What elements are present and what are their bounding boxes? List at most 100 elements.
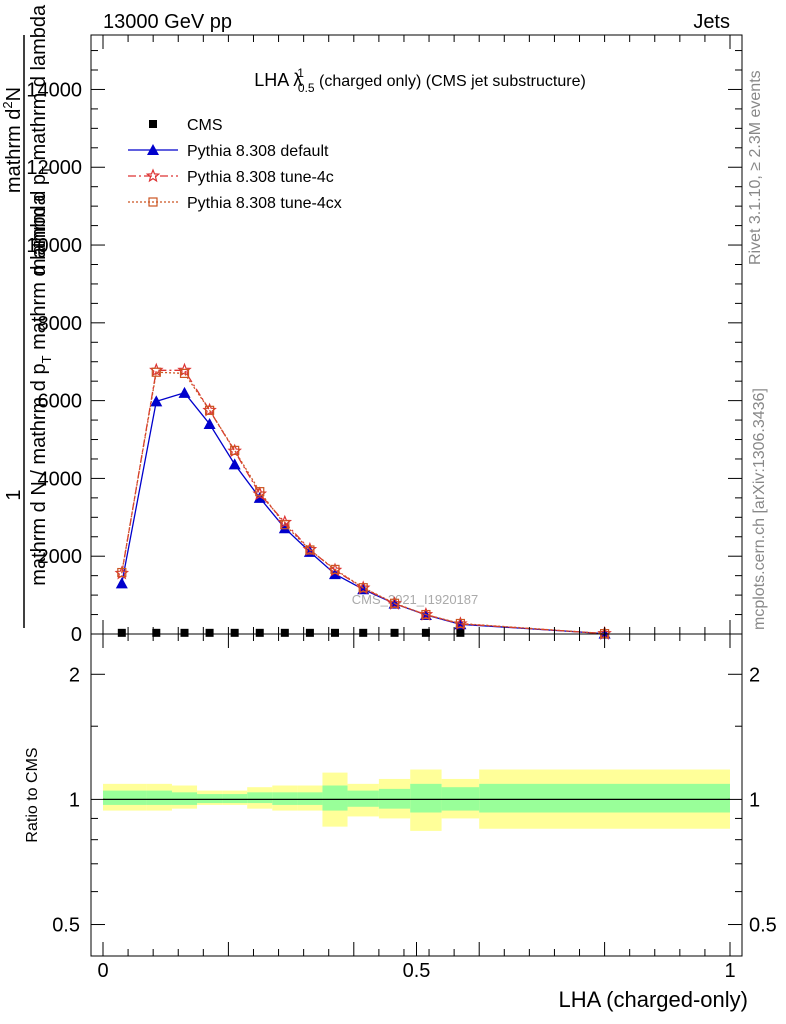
ratio-y-label: Ratio to CMS [24,747,41,842]
chart-title-rest: (charged only) (CMS jet substructure) [315,73,586,90]
y-label-right-bottom-sub: T [39,166,54,174]
main-axis-ticks: 0 2000 4000 6000 8000 10000 12000 14000 [26,35,742,646]
data-point [147,144,159,155]
ratio-panel: 0.5 0.5 1 1 2 2 0 0.5 1 Ratio to CMS LHA (charge… [24,633,777,1012]
x-tick-label: 1 [724,960,735,982]
data-point [255,628,264,637]
y-tick-label: 6000 [38,391,83,413]
main-series-layer [114,362,612,640]
ratio-band-inner [171,792,198,805]
data-point [389,598,400,608]
y-label-right-top-main: mathrm d [3,109,25,193]
y-axis-label: 1 mathrm d N / mathrm d pT mathrm d lamb… [0,4,54,628]
series-line [121,371,605,635]
ratio-band-inner [410,783,442,813]
y-label-frac-bottom-sub: T [39,355,54,363]
watermark: CMS_2021_I1920187 [352,592,479,607]
ratio-y-tick-label: 0.5 [52,915,80,937]
ratio-y-tick-label-right: 2 [749,664,760,686]
energy-label: 13000 GeV pp [103,11,232,33]
y-label-right-bottom: mathrm d pT mathrm d lambda [28,4,54,275]
data-point [255,487,265,497]
chart-title: LHA λ1 0.5 (charged only) (CMS jet substr… [254,66,586,95]
data-point [151,367,161,377]
legend-item: Pythia 8.308 default [128,143,329,160]
series-3 [117,367,610,639]
category-label: Jets [693,11,730,33]
data-point [456,628,465,637]
ratio-y-tick-label-right: 1 [749,789,760,811]
legend-item: Pythia 8.308 tune-4c [128,168,334,186]
ratio-band-inner [378,788,411,809]
ratio-band-inner [347,790,379,807]
main-ratio-watermark-layer: CMS_2021_I1920187 [352,592,479,607]
data-point [203,417,216,429]
ratio-band-inner [272,792,298,805]
ratio-bands-layer [103,769,730,831]
data-point [180,628,189,637]
ratio-axis-ticks: 0.5 0.5 1 1 2 2 0 0.5 1 [52,634,777,982]
data-point [150,395,163,407]
data-point [152,628,161,637]
y-label-right-bottom-main: mathrm d p [28,174,50,275]
chart-title-sup: 1 [297,66,304,80]
legend-label: Pythia 8.308 tune-4c [187,169,334,186]
data-point [359,628,368,637]
data-point [330,564,340,575]
y-label-frac-bottom: mathrm d N / mathrm d pT mathrm d lambda [28,193,54,585]
data-point [230,445,240,456]
data-point [117,628,126,637]
ratio-y-tick-label: 1 [69,789,80,811]
ratio-y-tick-label-right: 0.5 [749,915,777,937]
x-axis-label: LHA (charged-only) [558,987,748,1012]
mcplots-label: mcplots.cern.ch [arXiv:1306.3436] [751,388,768,630]
ratio-band-inner [103,790,147,805]
legend: CMS Pythia 8.308 default Pythia 8.308 tune… [128,117,342,212]
y-label-frac-top: 1 [3,489,25,500]
y-tick-label: 2000 [38,546,83,568]
legend-label: Pythia 8.308 tune-4cx [187,195,342,212]
data-point [280,628,289,637]
y-label-right-top-sup: 2 [0,101,15,108]
y-tick-label: 8000 [38,313,83,335]
y-label-right-top: mathrm d2N [0,87,25,193]
y-label-frac-bottom-main: mathrm d N / mathrm d p [28,363,50,585]
data-point [421,609,431,620]
ratio-band-inner [197,794,223,804]
data-point [228,458,241,470]
y-label-right-top-rest: N [3,87,25,101]
ratio-band-inner [146,790,172,805]
legend-item: CMS [149,117,223,134]
data-point [253,491,266,503]
data-point [455,618,465,629]
y-tick-label: 10000 [26,235,82,257]
data-point [148,197,158,207]
data-point [305,628,314,637]
ratio-band-inner [222,794,248,804]
y-label-right-bottom-rest: mathrm d lambda [28,4,50,166]
ratio-band-inner [297,792,323,805]
data-point [149,120,157,128]
legend-label: CMS [187,117,223,134]
data-point [358,583,368,593]
y-tick-label: 12000 [26,157,82,179]
data-point [204,405,215,415]
ratio-y-tick-label: 2 [69,664,80,686]
data-point [390,628,399,637]
y-tick-label: 4000 [38,468,83,490]
main-panel: CMS_2021_I1920187 0 2000 4000 6000 8000 10000… [0,4,743,646]
x-tick-label: 0.5 [403,960,431,982]
data-point [421,628,430,637]
data-point [330,628,339,637]
data-point [178,386,191,398]
data-point [280,520,290,530]
data-point [230,628,239,637]
chart-title-sub: 0.5 [298,81,315,95]
data-point [177,362,192,377]
y-label-frac-bottom-rest: mathrm d lambda [28,193,50,355]
x-tick-label: 0 [97,960,108,982]
data-point [115,577,128,589]
rivet-label: Rivet 3.1.10, ≥ 2.3M events [747,70,764,265]
data-point [278,522,291,534]
